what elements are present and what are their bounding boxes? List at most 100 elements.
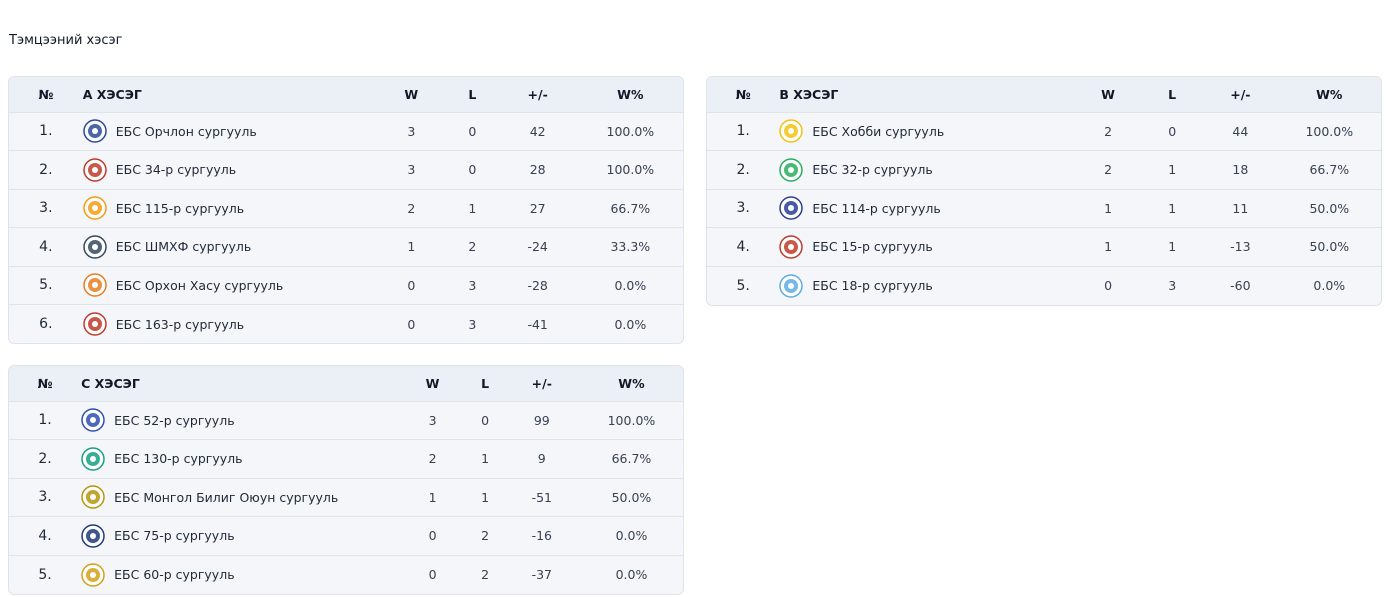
team-name[interactable]: ЕБС 60-р сургууль — [114, 567, 235, 582]
team-name[interactable]: ЕБС 34-р сургууль — [115, 162, 237, 178]
group-b-table: № В ХЭСЭГ W L +/- W% 1. ЕБС Хобби сургуул… — [706, 76, 1382, 306]
table-row[interactable]: 1. ЕБС Хобби сургууль 2 0 44 100.0% — [707, 112, 1381, 151]
team-rank: 6. — [39, 316, 53, 332]
shmkhf-logo-icon — [82, 235, 107, 259]
team-losses: 1 — [1168, 239, 1177, 255]
team-name[interactable]: ЕБС 130-р сургууль — [114, 451, 243, 467]
team-name[interactable]: ЕБС ШМХФ сургууль — [115, 239, 252, 255]
column-losses: L — [1168, 86, 1177, 102]
column-wins: W — [1101, 86, 1115, 102]
team-wins: 3 — [407, 162, 416, 178]
team-win-pct: 0.0% — [1313, 278, 1346, 293]
table-row[interactable]: 2. ЕБС 32-р сургууль 2 1 18 66.7% — [707, 150, 1381, 190]
team-losses: 3 — [1168, 278, 1177, 293]
team-rank: 4. — [38, 527, 52, 544]
group-a-table: № А ХЭСЭГ W L +/- W% 1. ЕБС Орчлон сургуу… — [8, 76, 684, 344]
team-wins: 2 — [1104, 123, 1113, 139]
team-diff: -60 — [1230, 278, 1251, 293]
team-wins: 0 — [1104, 278, 1113, 293]
team-rank: 5. — [39, 277, 53, 294]
team-rank: 1. — [38, 412, 52, 429]
table-row[interactable]: 4. ЕБС 75-р сургууль 0 2 -16 0.0% — [9, 516, 683, 556]
team-losses: 2 — [468, 239, 477, 255]
school-114-logo-icon — [779, 196, 804, 220]
team-diff: -37 — [531, 567, 552, 582]
school-115-logo-icon — [82, 196, 107, 220]
column-rank: № — [37, 375, 53, 391]
team-wins: 3 — [407, 123, 416, 139]
team-win-pct: 50.0% — [1309, 239, 1350, 255]
table-row[interactable]: 1. ЕБС Орчлон сургууль 3 0 42 100.0% — [9, 112, 683, 151]
group-name: С ХЭСЭГ — [81, 375, 140, 391]
team-wins: 2 — [407, 200, 416, 216]
table-row[interactable]: 4. ЕБС ШМХФ сургууль 1 2 -24 33.3% — [9, 227, 683, 267]
table-row[interactable]: 5. ЕБС 60-р сургууль 0 2 -37 0.0% — [9, 555, 683, 594]
team-name[interactable]: ЕБС 15-р сургууль — [812, 239, 933, 255]
team-wins: 3 — [428, 412, 437, 428]
column-diff: +/- — [1230, 86, 1251, 102]
table-header: № В ХЭСЭГ W L +/- W% — [707, 77, 1381, 112]
school-163-logo-icon — [82, 312, 107, 336]
team-losses: 1 — [1168, 200, 1177, 216]
column-diff: +/- — [527, 86, 548, 102]
team-name[interactable]: ЕБС 115-р сургууль — [115, 200, 245, 216]
team-win-pct: 0.0% — [614, 277, 647, 293]
team-win-pct: 100.0% — [606, 162, 655, 178]
table-row[interactable]: 3. ЕБС 114-р сургууль 1 1 11 50.0% — [707, 189, 1381, 228]
team-name[interactable]: ЕБС Орчлон сургууль — [115, 123, 257, 139]
team-win-pct: 50.0% — [1309, 200, 1350, 216]
team-name[interactable]: ЕБС 32-р сургууль — [812, 162, 933, 178]
team-win-pct: 0.0% — [615, 528, 648, 544]
team-wins: 0 — [407, 277, 416, 293]
table-row[interactable]: 4. ЕБС 15-р сургууль 1 1 -13 50.0% — [707, 227, 1381, 267]
team-name[interactable]: ЕБС 75-р сургууль — [114, 528, 235, 544]
table-row[interactable]: 2. ЕБС 34-р сургууль 3 0 28 100.0% — [9, 150, 683, 190]
team-name[interactable]: ЕБС 163-р сургууль — [115, 316, 245, 332]
table-row[interactable]: 3. ЕБС 115-р сургууль 2 1 27 66.7% — [9, 189, 683, 228]
team-name[interactable]: ЕБС 52-р сургууль — [114, 412, 235, 428]
team-rank: 1. — [736, 123, 750, 140]
column-wins: W — [425, 375, 440, 391]
team-rank: 1. — [39, 123, 53, 140]
team-win-pct: 0.0% — [614, 316, 647, 332]
group-name: В ХЭСЭГ — [779, 86, 839, 102]
team-rank: 5. — [736, 277, 750, 294]
team-wins: 0 — [428, 567, 437, 582]
team-diff: -16 — [531, 528, 552, 544]
team-diff: 42 — [529, 123, 546, 139]
team-name[interactable]: ЕБС 18-р сургууль — [812, 278, 933, 293]
team-diff: 44 — [1232, 123, 1249, 139]
table-row[interactable]: 5. ЕБС 18-р сургууль 0 3 -60 0.0% — [707, 266, 1381, 305]
table-row[interactable]: 3. ЕБС Монгол Билиг Оюун сургууль 1 1 -51 50.… — [9, 478, 683, 517]
team-rank: 5. — [38, 566, 52, 583]
column-rank: № — [38, 86, 54, 102]
team-wins: 1 — [1104, 200, 1113, 216]
team-name[interactable]: ЕБС Орхон Хасу сургууль — [115, 277, 284, 293]
team-diff: -51 — [531, 489, 552, 505]
table-row[interactable]: 6. ЕБС 163-р сургууль 0 3 -41 0.0% — [9, 304, 683, 344]
team-name[interactable]: ЕБС 114-р сургууль — [812, 200, 941, 216]
team-diff: 9 — [537, 451, 546, 467]
team-win-pct: 100.0% — [607, 412, 656, 428]
school-52-logo-icon — [81, 408, 105, 432]
team-wins: 0 — [407, 316, 416, 332]
group-name: А ХЭСЭГ — [82, 86, 142, 102]
school-60-logo-icon — [81, 562, 105, 587]
column-losses: L — [481, 375, 490, 391]
table-row[interactable]: 1. ЕБС 52-р сургууль 3 0 99 100.0% — [9, 401, 683, 440]
team-win-pct: 100.0% — [1305, 123, 1354, 139]
team-losses: 0 — [468, 162, 477, 178]
team-losses: 1 — [1168, 162, 1177, 178]
group-c-table: № С ХЭСЭГ W L +/- W% 1. ЕБС 52-р сургууль… — [8, 365, 684, 595]
team-win-pct: 66.7% — [610, 200, 651, 216]
team-win-pct: 0.0% — [615, 567, 648, 582]
team-wins: 2 — [428, 451, 437, 467]
table-row[interactable]: 5. ЕБС Орхон Хасу сургууль 0 3 -28 0.0% — [9, 266, 683, 305]
table-header: № С ХЭСЭГ W L +/- W% — [9, 366, 683, 401]
school-130-logo-icon — [81, 447, 105, 471]
team-win-pct: 66.7% — [611, 451, 652, 467]
team-losses: 1 — [481, 451, 490, 467]
table-row[interactable]: 2. ЕБС 130-р сургууль 2 1 9 66.7% — [9, 439, 683, 479]
team-name[interactable]: ЕБС Монгол Билиг Оюун сургууль — [114, 489, 339, 505]
team-name[interactable]: ЕБС Хобби сургууль — [812, 123, 945, 139]
